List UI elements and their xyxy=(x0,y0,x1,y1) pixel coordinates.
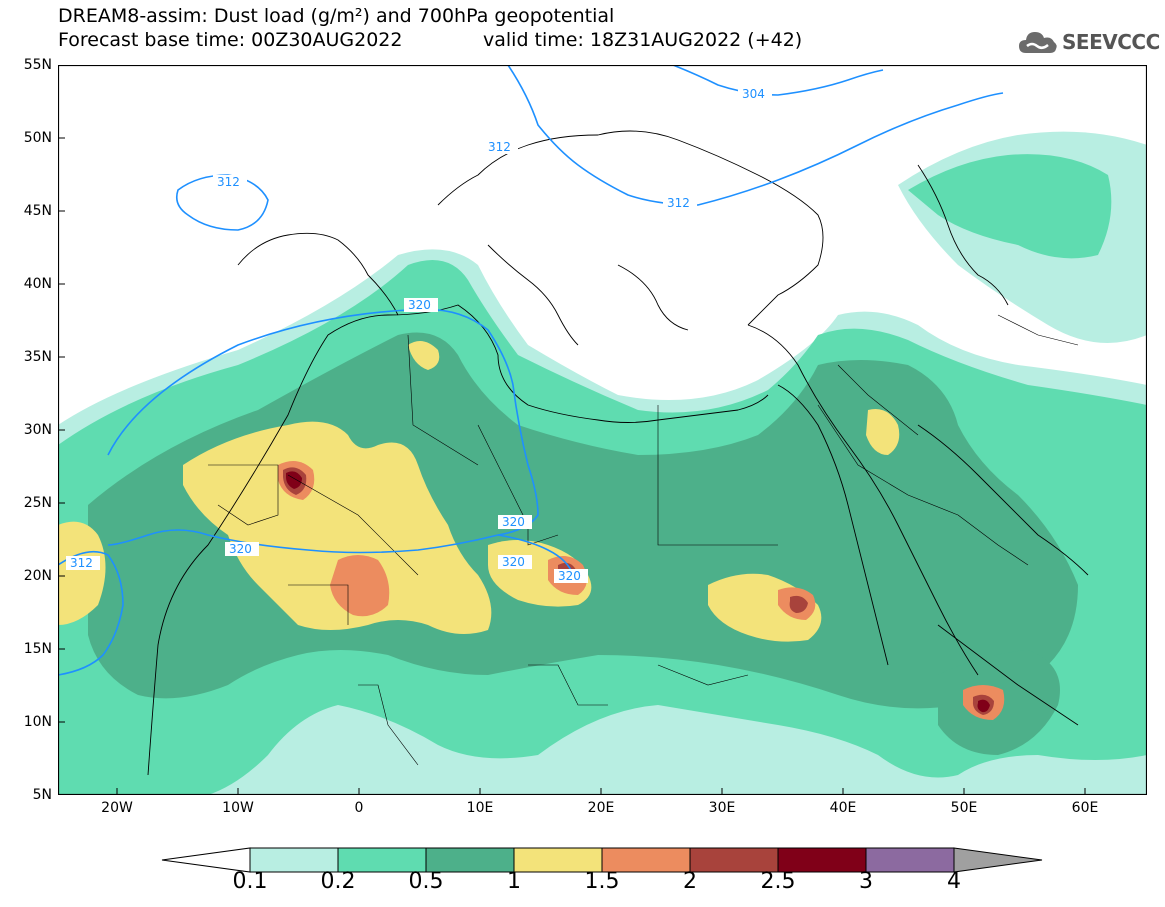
contour-label-320: 320 xyxy=(502,515,525,529)
lon-label-50e: 50E xyxy=(950,800,978,816)
contour-label-320: 320 xyxy=(229,542,252,556)
lon-label-10w: 10W xyxy=(222,800,254,816)
contour-label-312: 312 xyxy=(70,556,93,570)
contour-label-boxes xyxy=(66,87,772,583)
contour-label-320: 320 xyxy=(502,555,525,569)
forecast-base-time: Forecast base time: 00Z30AUG2022 xyxy=(58,29,403,51)
coastlines xyxy=(147,130,1089,776)
colorbar-swatch-0.1 xyxy=(249,847,339,873)
cloud-icon xyxy=(1019,32,1057,53)
contour-label-304: 304 xyxy=(742,87,765,101)
map-frame xyxy=(58,65,1147,795)
lon-label-20w: 20W xyxy=(101,800,133,816)
contour-label-312: 312 xyxy=(667,196,690,210)
colorbar-label-4: 4 xyxy=(947,869,961,894)
lat-label-45n: 45N xyxy=(23,203,52,219)
contour-label-320: 320 xyxy=(408,298,431,312)
lon-label-20e: 20E xyxy=(587,800,615,816)
lat-label-25n: 25N xyxy=(23,495,52,511)
dust-shade-level-2.5 xyxy=(286,471,990,713)
logo-text: SEEVCCC xyxy=(1062,30,1160,54)
dust-load-map: 304 312 312 312 312 320 320 320 320 320 xyxy=(58,65,1147,795)
lat-label-40n: 40N xyxy=(23,276,52,292)
colorbar-label-3: 3 xyxy=(859,869,873,894)
colorbar-swatch-0.2 xyxy=(337,847,427,873)
seevccc-logo: SEEVCCC xyxy=(1018,28,1160,56)
contour-label-320: 320 xyxy=(558,569,581,583)
colorbar xyxy=(161,847,1043,873)
lon-label-30e: 30E xyxy=(708,800,736,816)
lat-label-15n: 15N xyxy=(23,641,52,657)
colorbar-label-2.5: 2.5 xyxy=(760,869,796,894)
colorbar-swatch-3 xyxy=(865,847,955,873)
colorbar-label-1: 1 xyxy=(507,869,521,894)
lat-label-20n: 20N xyxy=(23,568,52,584)
colorbar-swatch-2.5 xyxy=(777,847,867,873)
lat-label-30n: 30N xyxy=(23,422,52,438)
lon-label-10e: 10E xyxy=(466,800,494,816)
axis-ticks xyxy=(58,137,1086,795)
lon-label-40e: 40E xyxy=(829,800,857,816)
colorbar-swatch-1.5 xyxy=(601,847,691,873)
contour-label-312: 312 xyxy=(217,175,240,189)
lat-label-35n: 35N xyxy=(23,349,52,365)
map-subtitle: Forecast base time: 00Z30AUG2022 valid ti… xyxy=(58,29,802,51)
colorbar-label-1.5: 1.5 xyxy=(584,869,620,894)
colorbar-swatch-2 xyxy=(689,847,779,873)
colorbar-label-0.1: 0.1 xyxy=(232,869,268,894)
contour-label-312: 312 xyxy=(488,140,511,154)
colorbar-label-0.2: 0.2 xyxy=(320,869,356,894)
colorbar-high-arrow xyxy=(953,847,1043,873)
colorbar-swatch-0.5 xyxy=(425,847,515,873)
colorbar-label-0.5: 0.5 xyxy=(408,869,444,894)
lat-label-10n: 10N xyxy=(23,714,52,730)
map-title: DREAM8-assim: Dust load (g/m²) and 700hP… xyxy=(58,5,615,27)
lon-label-0: 0 xyxy=(354,800,364,816)
contour-labels: 304 312 312 312 312 320 320 320 320 320 xyxy=(70,87,765,583)
valid-time: valid time: 18Z31AUG2022 (+42) xyxy=(483,29,803,51)
lat-label-50n: 50N xyxy=(23,130,52,146)
borders xyxy=(208,314,1079,766)
lon-label-60e: 60E xyxy=(1071,800,1099,816)
lat-label-55n: 55N xyxy=(23,57,52,73)
lat-label-5n: 5N xyxy=(32,787,52,803)
colorbar-label-2: 2 xyxy=(683,869,697,894)
